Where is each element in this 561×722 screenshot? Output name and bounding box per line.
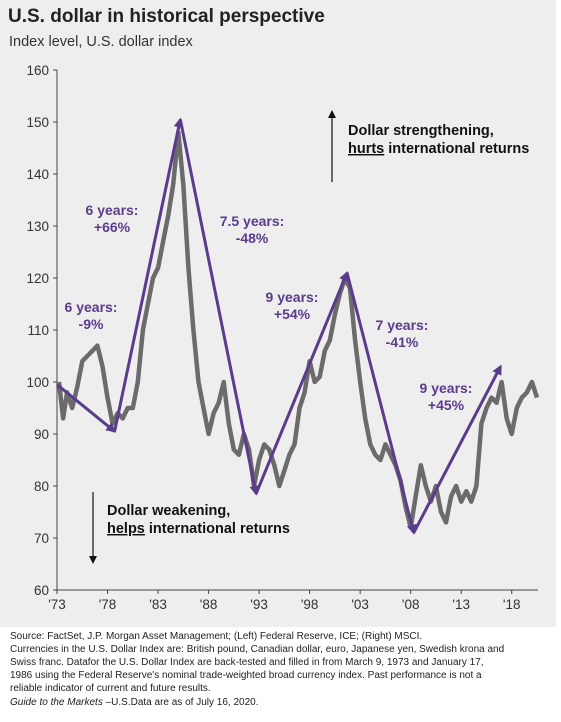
trend-arrow-3 [254,270,349,495]
x-tick-label-1978: '78 [99,597,117,612]
x-tick-label-2013: '13 [452,597,470,612]
y-tick-label-80: 80 [34,479,49,494]
annotation-down-line2: helps international returns [107,521,290,537]
x-tick-label-2003: '03 [351,597,369,612]
footnote-disclaimer: reliable indicator of current and future… [10,683,211,694]
trend-label-2-line-0: 7.5 years: [220,213,285,229]
y-tick-label-70: 70 [34,531,49,546]
footnote-currencies-3: 1986 using the Federal Reserve's nominal… [10,670,482,681]
trend-arrow-4 [345,272,417,535]
annotation-up-line2: hurts international returns [348,141,529,157]
trend-arrow-0 [56,383,117,433]
footnote-currencies-1: Currencies in the U.S. Dollar Index are:… [10,644,505,655]
trend-label-3-line-1: +54% [274,306,311,322]
trend-arrow-5 [412,364,502,534]
x-tick-label-1988: '88 [200,597,218,612]
chart: 60 70 80 90 100 110 120 130 140 150 160 '73 '78 '83 '8… [26,63,540,612]
trend-label-5-line-0: 9 years: [420,380,473,396]
y-tick-label-100: 100 [26,375,49,390]
y-tick-label-60: 60 [34,583,49,598]
guide-title: Guide to the Markets [10,697,103,708]
trend-label-4-line-1: -41% [386,334,419,350]
footnote-source: Source: FactSet, J.P. Morgan Asset Manag… [10,631,423,642]
annotation-up-rest: international returns [384,141,529,157]
chart-subtitle: Index level, U.S. dollar index [9,34,193,50]
series-line-0 [56,130,540,530]
x-tick-label-1973: '73 [48,597,66,612]
trend-label-4-line-0: 7 years: [376,317,429,333]
trend-label-2-line-1: -48% [236,230,269,246]
annotation-up-emphasis: hurts [348,141,384,157]
footnote-currencies-2: Swiss franc. Datafor the U.S. Dollar Ind… [10,657,484,668]
y-tick-label-130: 130 [26,219,49,234]
annotation-down-line1: Dollar weakening, [107,503,230,519]
annotation-up-line1: Dollar strengthening, [348,123,494,139]
trend-label-1-line-1: +66% [94,219,131,235]
x-tick-label-2018: '18 [503,597,521,612]
footnote-guide: Guide to the Markets –U.S.Data are as of… [10,696,258,709]
chart-title: U.S. dollar in historical perspective [8,6,325,27]
x-tick-label-2008: '08 [402,597,420,612]
trend-label-3-line-0: 9 years: [266,289,319,305]
trend-label-1-line-0: 6 years: [86,202,139,218]
trend-label-0-line-0: 6 years: [65,299,118,315]
y-tick-label-110: 110 [27,323,49,338]
y-tick-label-90: 90 [34,427,49,442]
x-tick-label-1983: '83 [149,597,167,612]
trend-label-0-line-1: -9% [79,316,104,332]
trend-arrow-2 [178,119,260,496]
y-tick-label-140: 140 [26,167,49,182]
y-tick-label-160: 160 [26,63,49,78]
annotation-down-emphasis: helps [107,521,145,537]
guide-date: –U.S.Data are as of July 16, 2020. [102,697,259,708]
annotation-down-rest: international returns [145,521,290,537]
y-tick-label-150: 150 [26,115,49,130]
trend-arrow-1 [113,117,184,432]
y-tick-label-120: 120 [26,271,49,286]
trend-label-5-line-1: +45% [428,397,465,413]
x-tick-label-1998: '98 [301,597,319,612]
x-tick-label-1993: '93 [250,597,268,612]
